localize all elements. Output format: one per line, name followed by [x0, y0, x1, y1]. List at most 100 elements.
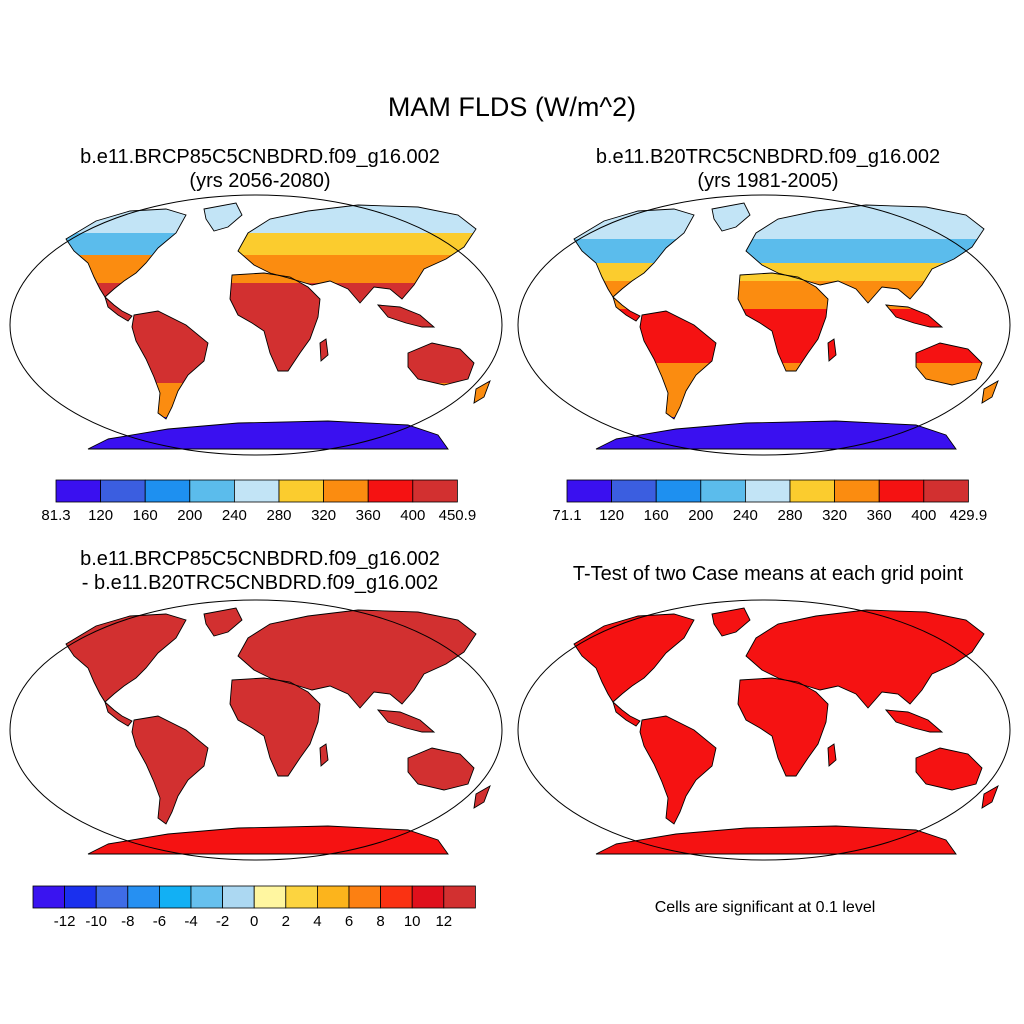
- map-zone-southern-band: [574, 363, 998, 417]
- land-south-america: [640, 716, 716, 824]
- colorbar-box: [367, 479, 414, 503]
- coastline-africa: [737, 272, 829, 372]
- coastline-north-america: [65, 613, 187, 703]
- coastline-south-america: [639, 715, 717, 825]
- colorbar-box: [95, 885, 129, 909]
- colorbar-tick-label: -8: [121, 913, 134, 930]
- colorbar-tick-label: 160: [644, 507, 669, 524]
- coastline-eurasia: [745, 609, 985, 709]
- coastline-greenland: [203, 202, 243, 232]
- colorbar-tick-label: 120: [88, 507, 113, 524]
- colorbar-tick-label: -2: [216, 913, 229, 930]
- colorbar-tick-label: -10: [85, 913, 107, 930]
- coastline-central-america: [104, 295, 133, 322]
- coastline-madagascar: [319, 338, 329, 362]
- map-zone-subtropic-band: [66, 255, 490, 283]
- colorbar-tick-label: 450.9: [439, 507, 477, 524]
- significance-note: Cells are significant at 0.1 level: [654, 899, 876, 916]
- land-greenland: [712, 608, 750, 636]
- coastline-antarctica: [87, 825, 449, 855]
- colorbar-historical-case: 71.1 120 160 200 240 280 320 360 400 429.9: [552, 479, 988, 524]
- colorbar-tick-label: 429.9: [950, 507, 988, 524]
- colorbar-box: [443, 885, 476, 909]
- land-australia: [916, 748, 982, 790]
- colorbar-box: [222, 885, 255, 909]
- colorbar-box: [744, 479, 791, 503]
- map-difference: [9, 599, 503, 861]
- coastline-southeast-asia: [376, 304, 436, 328]
- colorbar-tick-label: 320: [822, 507, 847, 524]
- colorbar-box: [64, 885, 97, 909]
- colorbar-box: [285, 885, 318, 909]
- colorbar-tick-label: -4: [184, 913, 197, 930]
- land-north-america: [66, 614, 186, 702]
- colorbar-box: [190, 885, 224, 909]
- colorbar-box: [380, 885, 413, 909]
- colorbar-future-case: 81.3 120 160 200 240 280 320 360 400 450.9: [41, 479, 477, 524]
- colorbar-box: [127, 885, 160, 909]
- coastline-australia: [915, 747, 983, 791]
- colorbar-box: [316, 885, 350, 909]
- colorbar-box: [789, 479, 835, 503]
- map-zone-mid-latitude-band: [574, 239, 998, 263]
- map-border: [517, 194, 1011, 456]
- coastline-eurasia: [237, 204, 477, 304]
- land-south-america: [132, 716, 208, 824]
- map-zone-high-latitude-band: [66, 203, 490, 233]
- land-eurasia: [746, 610, 984, 708]
- coastline-madagascar: [319, 743, 329, 767]
- map-ttest-significance: [517, 599, 1011, 861]
- panel-2-title-line2: (yrs 1981-2005): [697, 170, 839, 192]
- colorbar-tick-label: 320: [311, 507, 336, 524]
- colorbar-tick-label: 200: [177, 507, 202, 524]
- colorbar-difference: -12 -10 -8 -6 -4 -2 0 2 4 6 8 10 12: [32, 885, 476, 930]
- colorbar-tick-label: 160: [133, 507, 158, 524]
- map-border: [9, 194, 503, 456]
- panel-2-title-line1: b.e11.B20TRC5CNBDRD.f09_g16.002: [595, 146, 941, 168]
- colorbar-box: [348, 885, 382, 909]
- land-eurasia: [238, 610, 476, 708]
- coastline-australia: [407, 747, 475, 791]
- coastline-antarctica: [87, 420, 449, 450]
- colorbar-tick-label: 0: [250, 913, 258, 930]
- colorbar-tick-label: 2: [282, 913, 290, 930]
- coastline-north-america: [573, 208, 695, 298]
- land-antarctica: [596, 826, 956, 854]
- map-border: [9, 599, 503, 861]
- coastline-north-america: [65, 208, 187, 298]
- colorbar-box: [923, 479, 969, 503]
- colorbar-box: [323, 479, 369, 503]
- coastline-new-zealand: [473, 379, 491, 404]
- coastline-greenland: [711, 202, 751, 232]
- coastline-south-america: [131, 715, 209, 825]
- land-southeast-asia: [378, 710, 434, 732]
- map-zone-tropic-band: [574, 281, 998, 309]
- coastline-southeast-asia: [884, 304, 944, 328]
- colorbar-box: [189, 479, 235, 503]
- land-greenland: [204, 608, 242, 636]
- colorbar-tick-label: 71.1: [552, 507, 581, 524]
- coastline-central-america: [104, 700, 133, 727]
- land-madagascar: [828, 744, 836, 766]
- panel-4-title-line1: T-Test of two Case means at each grid po…: [572, 563, 964, 585]
- land-north-america: [574, 614, 694, 702]
- colorbar-box: [32, 885, 66, 909]
- colorbar-tick-label: 280: [777, 507, 802, 524]
- colorbar-tick-label: 240: [222, 507, 247, 524]
- coastline-south-america: [131, 310, 209, 420]
- colorbar-box: [144, 479, 191, 503]
- panel-1-title-line2: (yrs 2056-2080): [189, 170, 331, 192]
- coastline-australia: [915, 342, 983, 386]
- colorbar-tick-label: 12: [435, 913, 452, 930]
- coastline-africa: [737, 677, 829, 777]
- land-australia: [408, 748, 474, 790]
- colorbar-box: [253, 885, 287, 909]
- colorbar-box: [100, 479, 146, 503]
- colorbar-box: [233, 479, 280, 503]
- colorbar-tick-label: 240: [733, 507, 758, 524]
- colorbar-tick-label: -6: [153, 913, 166, 930]
- land-antarctica: [88, 826, 448, 854]
- colorbar-tick-label: 81.3: [41, 507, 70, 524]
- colorbar-box: [566, 479, 612, 503]
- colorbar-tick-label: 120: [599, 507, 624, 524]
